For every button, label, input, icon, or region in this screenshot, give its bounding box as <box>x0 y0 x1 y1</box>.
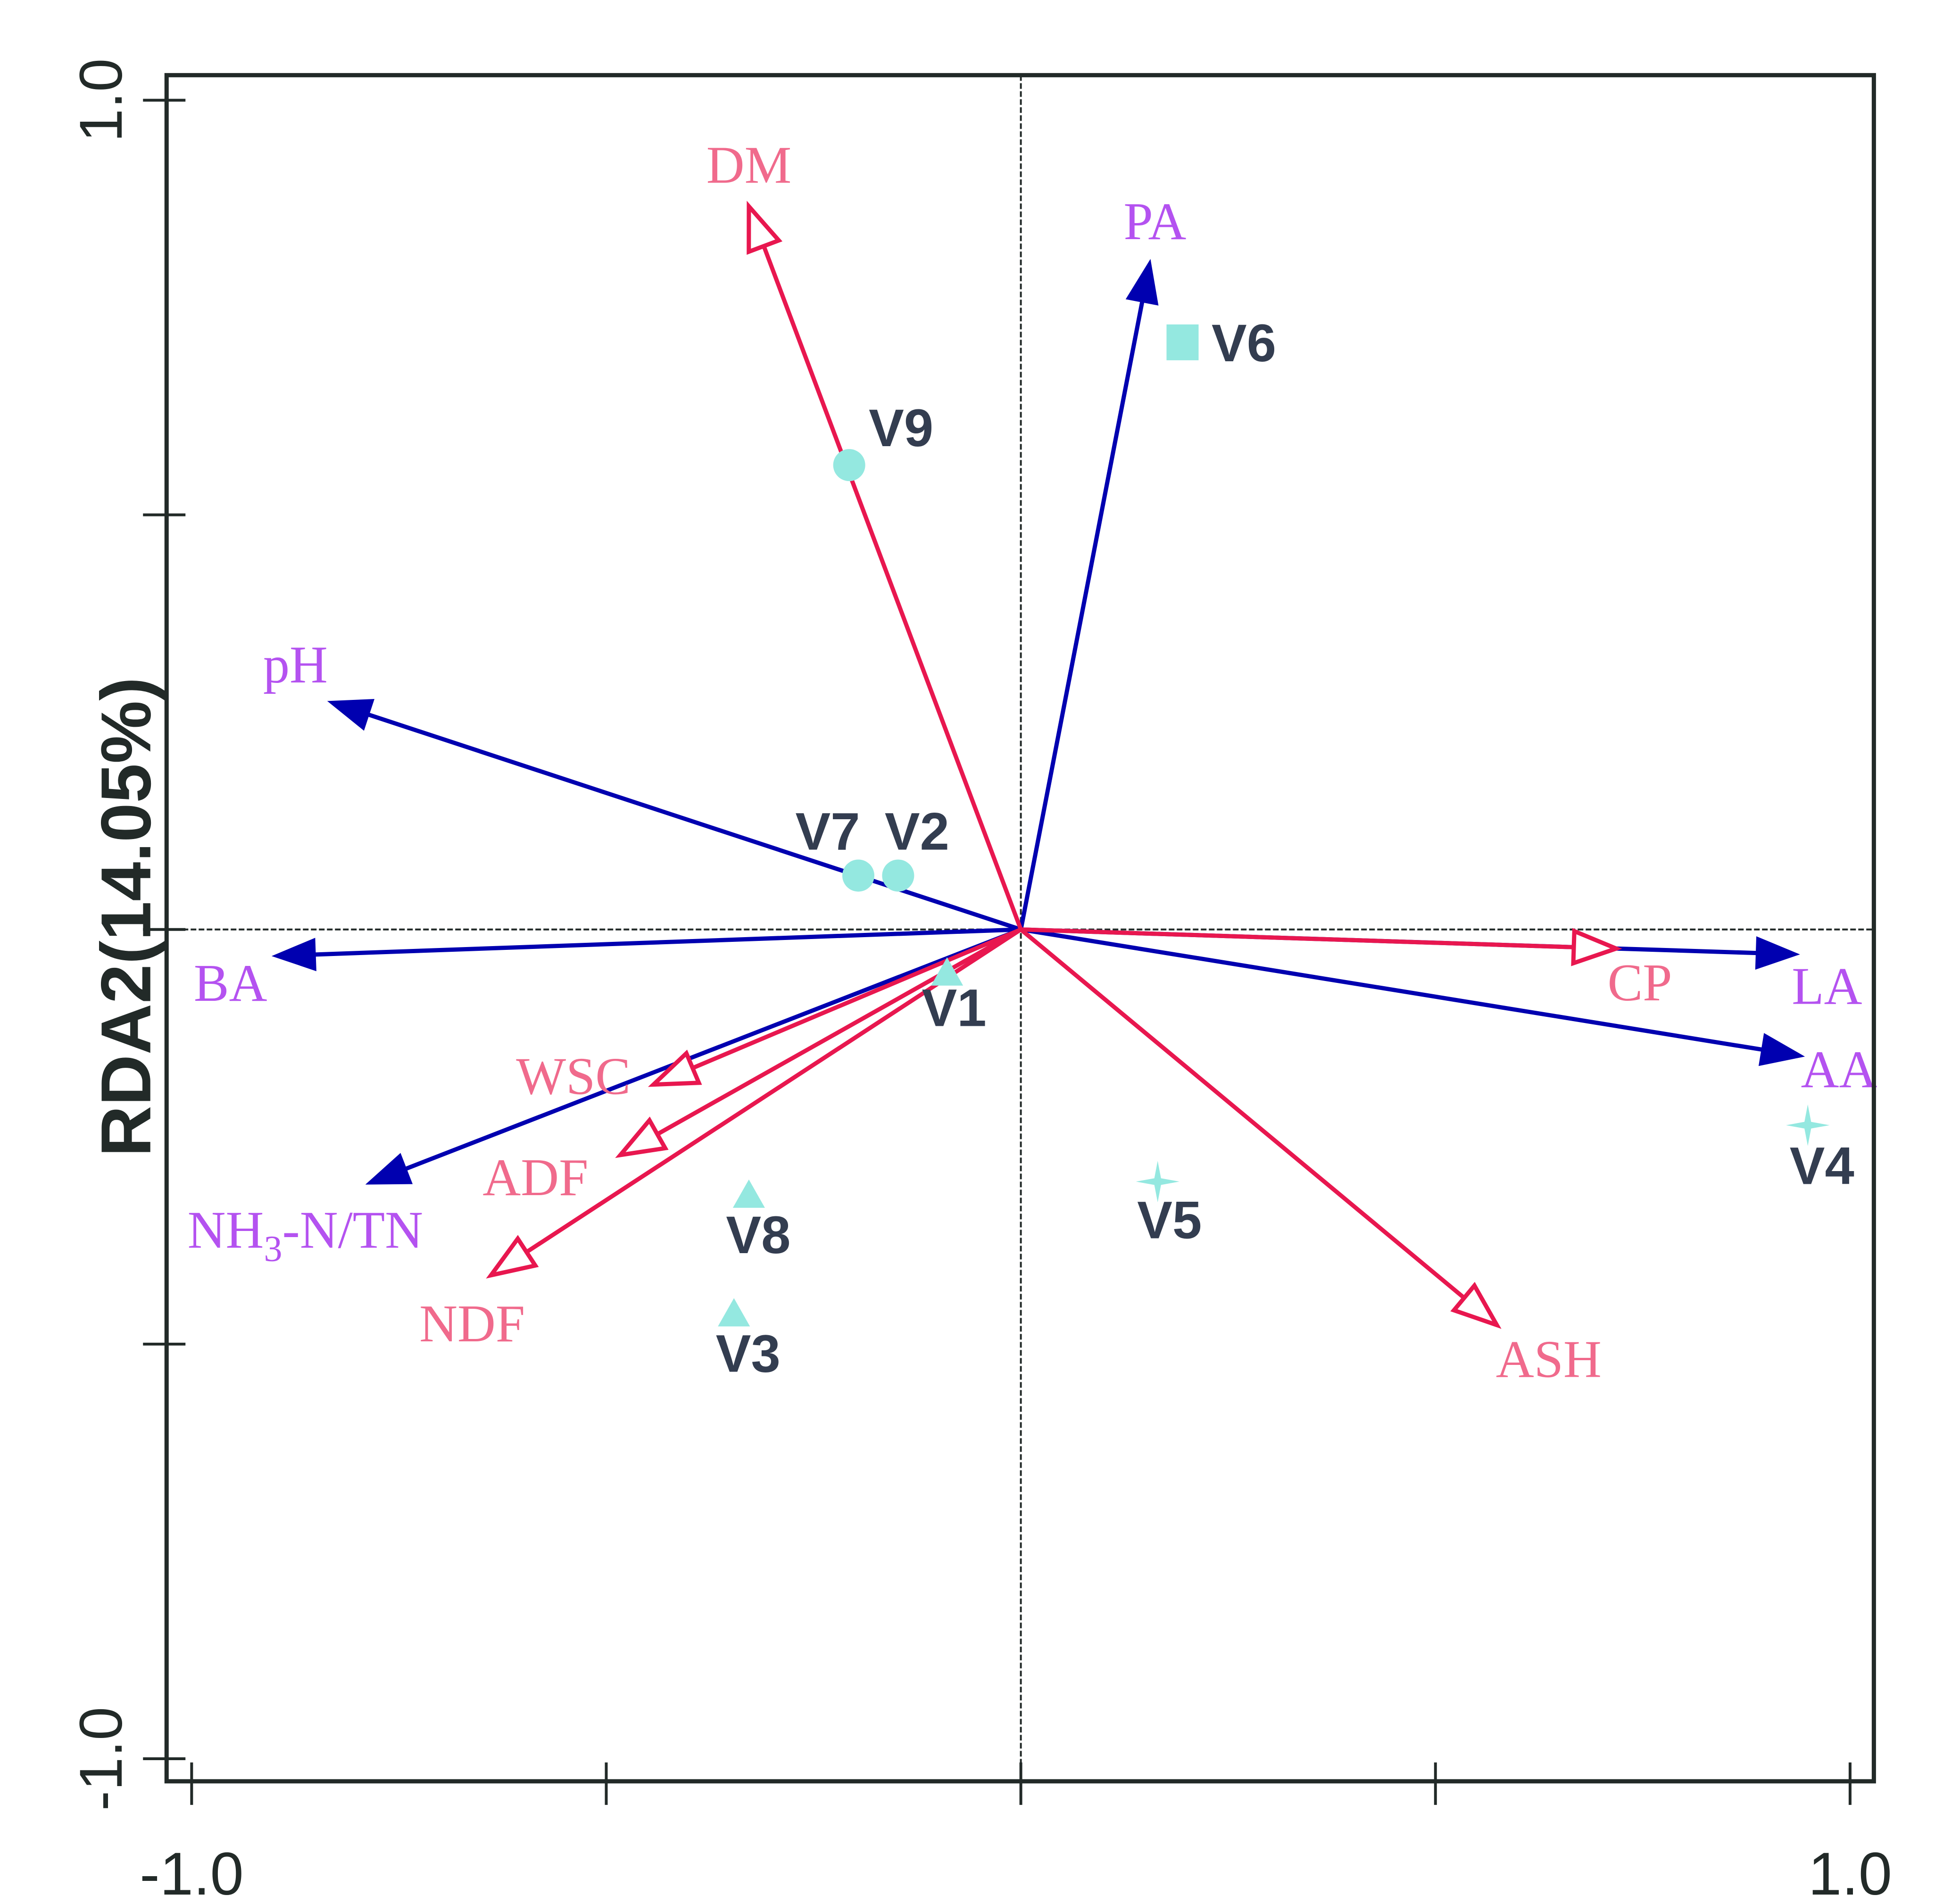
arrowhead-ph <box>327 699 375 731</box>
sample-marker-v8 <box>732 1179 765 1208</box>
sample-marker-v7 <box>842 859 875 892</box>
sample-label-v5: V5 <box>1137 1190 1202 1249</box>
vectors: PA pH BA LA AA NH3-N/TN DM CP WSC ADF NDF ASH <box>188 136 1877 1389</box>
sample-label-v3: V3 <box>716 1324 781 1383</box>
vector-line-nh3-n-tn <box>405 927 1022 1171</box>
vector-label-ba: BA <box>194 954 267 1013</box>
arrowhead-adf <box>615 1116 669 1158</box>
vector-label-ph: pH <box>263 636 328 694</box>
sample-label-v1: V1 <box>922 979 987 1038</box>
vector-label-wsc: WSC <box>516 1048 631 1106</box>
sample-marker-v4 <box>1786 1104 1830 1146</box>
arrowhead-aa <box>1758 1033 1805 1066</box>
arrowhead-dm <box>747 200 783 255</box>
arrowhead-nh3-n-tn <box>365 1153 413 1185</box>
vector-line-ash <box>1019 928 1466 1300</box>
sample-marker-v6 <box>1166 324 1199 360</box>
sample-label-v4: V4 <box>1790 1137 1854 1196</box>
sample-label-v9: V9 <box>869 399 933 457</box>
sample-label-v6: V6 <box>1212 314 1276 373</box>
vector-line-ph <box>368 713 1022 932</box>
vector-line-pa <box>1019 301 1145 930</box>
sample-marker-v9 <box>833 449 865 482</box>
sample-marker-v1 <box>931 957 963 986</box>
arrowhead-ash <box>1450 1281 1502 1329</box>
y-tick-label: -1.0 <box>67 1707 135 1811</box>
sample-label-v8: V8 <box>726 1206 790 1264</box>
samples: V1 V2 V3 V4 V5 V6 V7 V8 V9 <box>716 314 1854 1383</box>
arrowhead-ba <box>271 938 316 972</box>
vector-line-wsc <box>691 927 1022 1070</box>
vector-label-adf: ADF <box>482 1148 588 1207</box>
axis-ticks: -1.0 1.0 1.0 -1.0 <box>67 58 1892 1904</box>
sample-marker-v3 <box>718 1298 750 1327</box>
vector-label-ndf: NDF <box>419 1295 525 1353</box>
vector-label-nh3-n-tn: NH3-N/TN <box>188 1201 423 1269</box>
vector-line-aa <box>1020 927 1762 1052</box>
arrowhead-cp <box>1571 928 1622 966</box>
x-tick-label: 1.0 <box>1808 1840 1892 1904</box>
vector-line-ba <box>315 927 1021 957</box>
vector-label-pa: PA <box>1123 192 1186 251</box>
sample-label-v7: V7 <box>796 802 860 861</box>
sample-label-v2: V2 <box>885 802 949 861</box>
x-tick-label: -1.0 <box>140 1840 244 1904</box>
arrowhead-ndf <box>486 1235 539 1279</box>
vector-label-dm: DM <box>706 136 791 195</box>
arrowhead-la <box>1755 936 1800 970</box>
vector-label-ash: ASH <box>1496 1330 1602 1389</box>
vector-label-aa: AA <box>1801 1040 1877 1099</box>
y-tick-label: 1.0 <box>67 58 135 142</box>
vector-line-cp <box>1021 927 1574 949</box>
sample-marker-v5 <box>1136 1161 1179 1203</box>
arrowhead-wsc <box>648 1049 702 1087</box>
vector-label-la: LA <box>1792 957 1862 1016</box>
vector-line-dm <box>762 245 1023 931</box>
y-axis-title: RDA2(14.05%) <box>86 677 166 1157</box>
arrowhead-pa <box>1125 259 1159 306</box>
vector-line-adf <box>656 927 1022 1136</box>
sample-marker-v2 <box>882 859 914 892</box>
vector-label-cp: CP <box>1608 954 1672 1012</box>
